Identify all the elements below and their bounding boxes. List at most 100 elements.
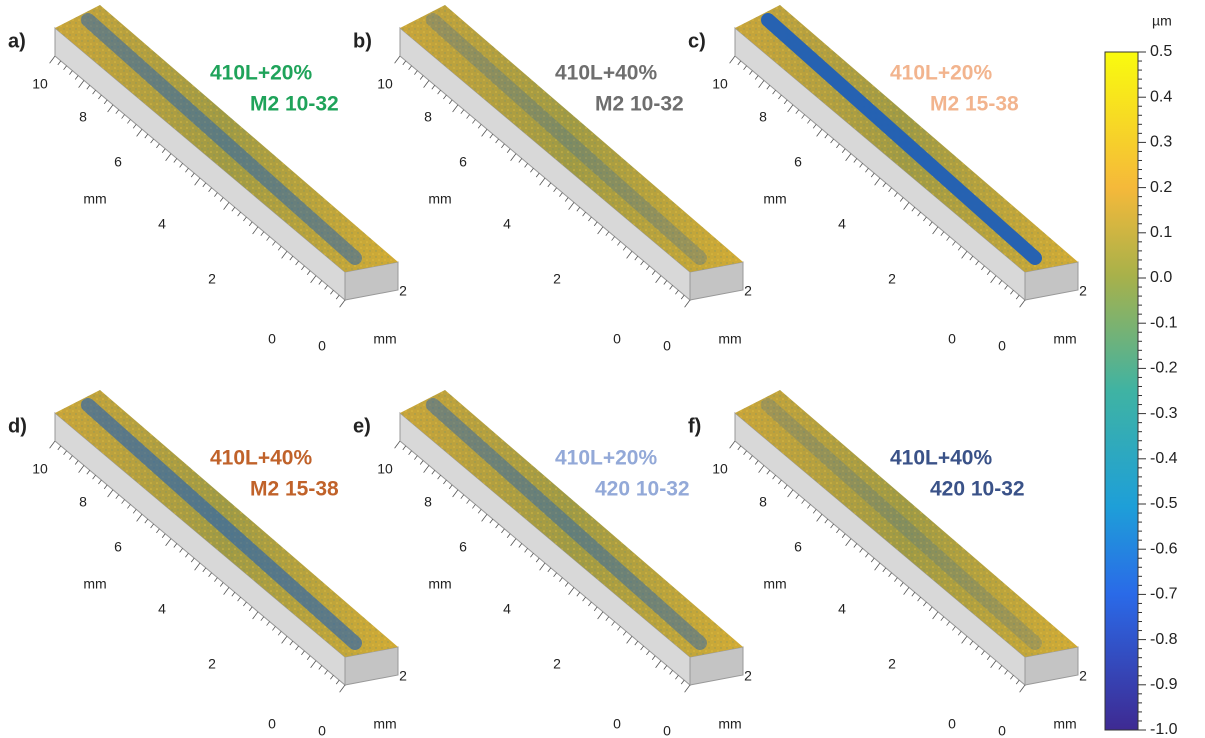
ruler-tick <box>208 187 212 192</box>
x-axis-label: mm <box>373 716 396 732</box>
ruler-tick <box>103 99 108 105</box>
ruler-tick <box>466 499 470 504</box>
ruler-tick <box>150 138 154 144</box>
ruler-tick <box>990 660 997 669</box>
ruler-tick <box>547 182 552 188</box>
ruler-tick <box>489 518 494 524</box>
ruler-tick <box>165 153 172 162</box>
ruler-tick <box>743 65 747 71</box>
y-axis-label: mm <box>428 576 451 592</box>
panel-title: 410L+20% <box>555 447 657 470</box>
ruler-tick <box>408 65 412 71</box>
ruler-tick <box>202 182 207 188</box>
ruler-tick <box>219 582 224 587</box>
ruler-tick <box>957 631 962 636</box>
x-tick-label: 0 <box>663 338 671 354</box>
ruler-tick <box>651 270 656 275</box>
surface-texture <box>735 390 1078 657</box>
ruler-tick <box>940 231 945 236</box>
panel-title: 410L+40% <box>210 447 312 470</box>
ruler-tick <box>646 650 650 656</box>
wear-track <box>761 398 1042 650</box>
y-tick-label: 2 <box>553 271 561 287</box>
panel: 0 2 4 6 8 10 mm 0 2 mm b) 410L+40% M2 10-32 <box>353 5 752 354</box>
ruler-tick <box>289 640 294 646</box>
ruler-tick <box>301 650 305 656</box>
ruler-tick <box>772 474 776 480</box>
ruler-tick <box>766 470 771 475</box>
ruler-tick <box>501 528 505 534</box>
wear-track <box>81 13 362 265</box>
ruler-tick <box>998 280 1003 285</box>
ruler-tick <box>202 567 207 573</box>
ruler-tick <box>489 133 494 139</box>
ruler-tick <box>121 114 125 119</box>
ruler-tick <box>481 128 488 137</box>
ruler-tick <box>281 250 288 259</box>
ruler-tick <box>669 285 673 290</box>
ruler-tick <box>452 104 459 113</box>
y-tick-label: 10 <box>377 76 393 92</box>
ruler-tick <box>932 226 939 235</box>
x-axis-label: mm <box>1053 331 1076 347</box>
ruler-tick <box>173 543 178 548</box>
ruler-tick <box>194 177 201 186</box>
ruler-tick <box>830 523 834 529</box>
ruler-tick <box>1015 294 1020 300</box>
ruler-tick <box>576 207 581 212</box>
panel-title: M2 10-32 <box>595 93 684 116</box>
ruler-tick <box>150 523 154 529</box>
ruler-tick <box>737 445 742 451</box>
ruler-tick <box>78 80 85 88</box>
ruler-tick <box>865 168 869 173</box>
ruler-tick <box>179 548 183 553</box>
y-tick-label: 6 <box>114 539 122 555</box>
ruler-tick <box>156 528 160 534</box>
surface-front <box>344 261 399 301</box>
ruler-tick <box>684 299 691 308</box>
y-axis-label: mm <box>83 191 106 207</box>
ruler-tick <box>675 289 679 295</box>
ruler-tick <box>783 99 788 105</box>
ruler-tick <box>593 606 598 612</box>
ruler-tick <box>559 577 563 582</box>
ruler-tick <box>132 509 137 514</box>
ruler-tick <box>472 504 476 509</box>
ruler-tick <box>107 104 114 113</box>
y-tick-label: 4 <box>158 601 166 617</box>
panel-title: 420 10-32 <box>595 478 690 501</box>
ruler-tick <box>179 163 183 168</box>
ruler-tick <box>98 94 102 100</box>
ruler-tick <box>260 231 265 236</box>
ruler-tick <box>812 124 817 129</box>
ruler-tick <box>622 246 627 251</box>
ruler-tick <box>506 148 511 153</box>
colorbar <box>1104 51 1139 731</box>
ruler-tick <box>466 114 470 119</box>
ruler-tick <box>448 99 453 105</box>
ruler-tick <box>845 538 852 547</box>
panel-label: c) <box>688 30 706 52</box>
y-tick-label: 10 <box>32 461 48 477</box>
colorbar-tick-label: -0.5 <box>1150 495 1178 512</box>
ruler-tick <box>144 133 149 139</box>
ruler-tick <box>214 192 218 197</box>
ruler-tick <box>923 601 927 607</box>
ruler-tick <box>277 246 282 251</box>
ruler-tick <box>339 684 346 693</box>
ruler-tick <box>136 128 143 137</box>
ruler-tick <box>501 143 505 149</box>
surface-front <box>689 261 744 301</box>
ruler-tick <box>981 265 985 271</box>
colorbar-tick-label: 0.1 <box>1150 224 1172 241</box>
ruler-tick <box>986 270 991 275</box>
y-tick-label: 10 <box>377 461 393 477</box>
ruler-tick <box>680 294 685 300</box>
ruler-tick <box>923 216 927 222</box>
ruler-tick <box>408 450 412 456</box>
ruler-tick <box>749 70 753 75</box>
surface-texture <box>400 390 743 657</box>
ruler-tick <box>437 474 441 480</box>
ruler-tick <box>481 513 488 522</box>
ruler-tick <box>260 616 265 621</box>
